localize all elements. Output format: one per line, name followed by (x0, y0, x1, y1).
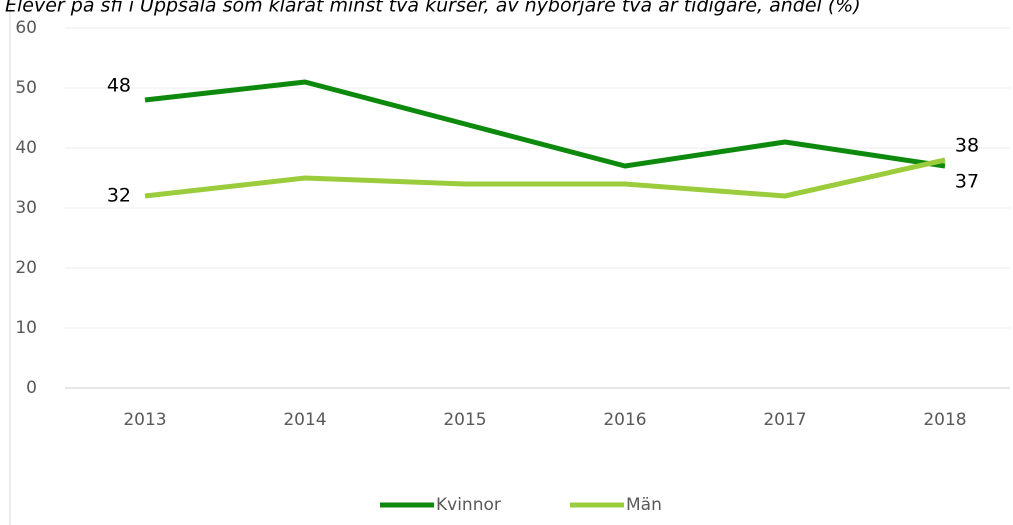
x-tick-label: 2015 (443, 410, 486, 430)
series-line (144, 79, 946, 169)
y-tick-label: 30 (15, 198, 37, 218)
y-tick-label: 0 (26, 378, 37, 398)
x-tick-label: 2014 (283, 410, 326, 430)
chart-title: Elever på sfi i Uppsala som klarat minst… (5, 0, 861, 17)
y-tick-label: 50 (15, 78, 37, 98)
series-line (144, 157, 946, 199)
data-label: 38 (955, 135, 979, 157)
legend-label: Män (626, 495, 662, 515)
x-tick-label: 2016 (603, 410, 646, 430)
data-label: 32 (107, 185, 131, 207)
y-tick-label: 60 (15, 18, 37, 38)
x-tick-label: 2013 (123, 410, 166, 430)
y-tick-label: 20 (15, 258, 37, 278)
x-tick-label: 2017 (763, 410, 806, 430)
y-tick-label: 40 (15, 138, 37, 158)
data-label: 37 (955, 171, 979, 193)
data-label: 48 (107, 75, 131, 97)
y-tick-label: 10 (15, 318, 37, 338)
x-tick-label: 2018 (923, 410, 966, 430)
legend-label: Kvinnor (436, 495, 501, 515)
